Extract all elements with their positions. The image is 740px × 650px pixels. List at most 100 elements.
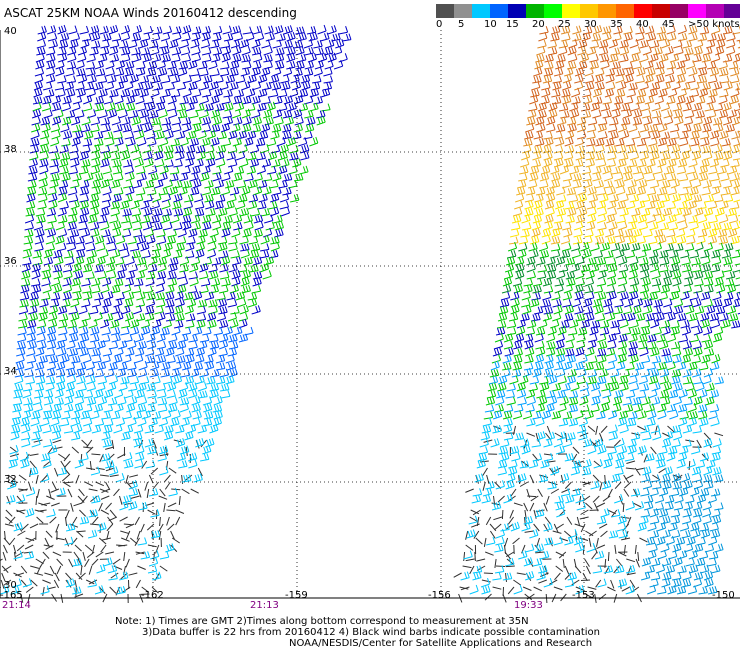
wind-barb: [31, 116, 41, 126]
wind-barb: [294, 94, 304, 105]
wind-barb: [59, 418, 70, 427]
wind-barb: [100, 207, 110, 217]
wind-barb: [72, 285, 82, 294]
wind-barb: [699, 523, 710, 532]
wind-barb: [54, 82, 65, 91]
wind-barb: [554, 278, 565, 287]
wind-barb: [162, 319, 172, 329]
wind-barb: [175, 130, 186, 140]
wind-barb: [655, 312, 665, 322]
wind-barb: [587, 213, 597, 224]
wind-barb: [513, 584, 523, 595]
wind-barb: [648, 137, 658, 147]
wind-barb: [167, 61, 177, 70]
wind-barb: [174, 145, 184, 154]
wind-barb: [124, 459, 134, 469]
wind-barb: [592, 298, 602, 308]
wind-barb: [600, 102, 611, 112]
wind-barb: [544, 54, 554, 63]
wind-barb: [221, 227, 231, 238]
wind-barb: [49, 565, 55, 575]
wind-barb: [633, 488, 638, 498]
wind-barb: [170, 138, 180, 147]
wind-barb: [607, 200, 617, 210]
wind-barb: [554, 215, 564, 224]
wind-barb: [25, 507, 35, 518]
wind-barb: [94, 264, 104, 273]
wind-barb: [586, 542, 596, 553]
wind-barb: [609, 53, 619, 63]
wind-barb: [641, 277, 651, 287]
wind-barb: [721, 249, 732, 259]
wind-barb: [221, 278, 231, 287]
wind-barb: [133, 438, 143, 448]
wind-barb: [182, 220, 192, 231]
wind-barb: [136, 187, 146, 196]
wind-barb: [43, 389, 54, 399]
wind-barb: [511, 222, 521, 231]
wind-barb: [131, 250, 142, 259]
wind-barb: [86, 439, 93, 448]
wind-barb: [602, 109, 612, 119]
wind-barb: [566, 432, 576, 441]
wind-barb: [546, 341, 556, 350]
wind-barb: [251, 305, 261, 315]
wind-barb: [589, 60, 599, 70]
wind-barb: [535, 403, 546, 413]
wind-barb: [607, 376, 617, 385]
wind-barb: [666, 451, 676, 462]
wind-barb: [621, 586, 631, 592]
wind-barb: [270, 193, 280, 203]
wind-barb: [149, 172, 159, 182]
wind-barb: [562, 298, 572, 308]
wind-barb: [75, 236, 85, 245]
wind-barb: [144, 481, 149, 491]
wind-barb: [231, 227, 241, 238]
wind-barb: [737, 214, 740, 217]
wind-barb: [509, 228, 520, 238]
wind-barb: [143, 285, 153, 294]
wind-barb: [88, 579, 98, 585]
wind-barb: [62, 263, 73, 273]
wind-barb: [261, 66, 271, 77]
wind-barb: [137, 396, 148, 406]
wind-barb: [526, 262, 536, 273]
wind-barb: [522, 305, 532, 315]
wind-barb: [596, 291, 607, 301]
wind-barb: [714, 502, 724, 511]
wind-barb: [557, 116, 567, 126]
wind-barb: [605, 347, 616, 357]
wind-barb: [20, 459, 30, 469]
wind-barb: [607, 207, 617, 217]
wind-barb: [526, 270, 536, 280]
wind-barb: [206, 248, 217, 259]
wind-barb: [661, 179, 671, 189]
wind-barb: [658, 445, 668, 455]
wind-barb: [164, 481, 171, 490]
wind-barb: [529, 529, 539, 539]
wind-barb: [9, 453, 19, 462]
wind-barb: [66, 374, 76, 385]
wind-barb: [50, 416, 60, 427]
wind-barb: [29, 467, 39, 476]
wind-barb: [327, 25, 337, 35]
wind-barb: [676, 228, 686, 238]
wind-barb: [682, 102, 692, 112]
wind-barb: [576, 501, 586, 511]
wind-barb: [606, 213, 616, 224]
wind-barb: [38, 193, 48, 203]
wind-barb: [188, 382, 198, 392]
wind-barb: [156, 354, 167, 364]
wind-barb: [585, 565, 591, 575]
wind-barb: [322, 82, 333, 91]
wind-barb: [703, 570, 714, 581]
wind-barb: [59, 201, 69, 210]
wind-barb: [141, 250, 151, 259]
wind-barb: [568, 529, 578, 539]
wind-barb: [700, 529, 711, 539]
wind-barb: [64, 395, 74, 406]
wind-barb: [140, 214, 151, 224]
wind-barb: [544, 354, 554, 364]
wind-barb: [623, 25, 633, 35]
wind-barb: [91, 558, 99, 566]
